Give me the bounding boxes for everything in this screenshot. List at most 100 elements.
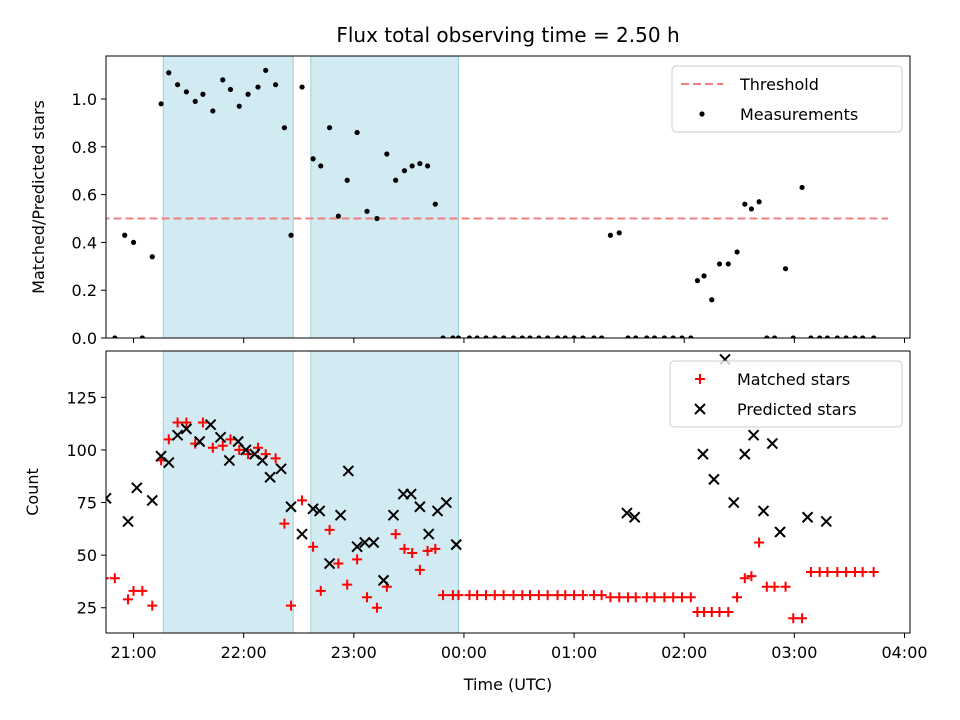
measurement-point	[483, 335, 489, 338]
measurement-point	[112, 335, 118, 338]
predicted-point	[621, 507, 633, 519]
matched-point	[560, 590, 571, 601]
predicted-point	[334, 509, 347, 521]
series-layer	[106, 67, 888, 338]
measurement-point	[716, 261, 723, 267]
x-tick-label: 04:00	[881, 643, 927, 662]
measurement-point	[192, 98, 198, 105]
axes-frame	[105, 350, 911, 634]
measurement-point	[701, 273, 707, 279]
observing-window-1	[162, 55, 294, 339]
predicted-point	[122, 515, 134, 528]
measurement-point	[227, 86, 234, 93]
measurement-point	[580, 335, 586, 338]
predicted-point	[820, 515, 833, 528]
predicted-point	[323, 557, 336, 570]
measurement-point	[310, 156, 316, 162]
matched-point	[217, 440, 228, 451]
matched-point	[857, 566, 868, 577]
matched-point	[109, 573, 120, 584]
measurement-point	[536, 335, 542, 338]
measurement-point	[852, 335, 858, 338]
y-tick-label: 125	[66, 388, 97, 407]
measurement-point	[742, 201, 748, 207]
matched-point	[677, 592, 688, 603]
measurement-point	[255, 84, 261, 90]
matched-point	[308, 541, 319, 552]
measurement-point	[393, 177, 399, 183]
predicted-point	[405, 488, 417, 500]
matched-point	[414, 564, 425, 575]
predicted-point	[431, 505, 444, 517]
chart-title: Flux total observing time = 2.50 h	[336, 23, 679, 47]
measurement-point	[651, 335, 658, 338]
matched-point	[352, 554, 363, 565]
measurement-point	[450, 335, 456, 338]
y-tick-label: 100	[66, 441, 97, 460]
matched-point	[868, 566, 879, 577]
measurement-point	[782, 266, 789, 272]
matched-point	[106, 577, 109, 580]
measurement-point	[432, 201, 438, 207]
measurement-point	[263, 67, 269, 73]
measurement-point	[661, 335, 667, 338]
matched-point	[438, 590, 449, 601]
predicted-point	[728, 496, 740, 509]
x-tick-label: 23:00	[331, 643, 377, 662]
predicted-point	[256, 454, 269, 467]
predicted-point	[106, 492, 112, 505]
matched-point	[390, 529, 401, 540]
measurement-point	[344, 177, 350, 183]
matched-point	[596, 590, 607, 601]
legend-label: Threshold	[739, 75, 819, 94]
measurement-point	[799, 184, 805, 191]
measurement-point	[764, 335, 770, 338]
y-tick-label: 50	[77, 546, 97, 565]
measurement-point	[281, 125, 288, 131]
y-tick-label: 0.0	[72, 329, 97, 348]
measurement-point	[354, 129, 360, 136]
matched-point	[270, 453, 281, 464]
matched-point	[841, 566, 852, 577]
y-tick-label: 0.2	[72, 281, 97, 300]
measurement-point	[174, 82, 181, 88]
predicted-point	[146, 494, 158, 507]
legend-box	[669, 360, 903, 428]
matched-point	[422, 545, 433, 556]
predicted-point	[422, 528, 435, 540]
predicted-point	[774, 526, 786, 538]
measurement-point	[817, 335, 823, 338]
matched-point	[147, 600, 158, 611]
matched-point	[489, 590, 500, 601]
y-tick-label: 0.6	[72, 186, 97, 205]
measurement-point	[364, 208, 370, 214]
legend-box	[671, 65, 903, 133]
measurement-point	[139, 335, 145, 338]
x-axis-label: Time (UTC)	[463, 675, 552, 694]
matched-point	[577, 590, 588, 601]
measurement-point	[871, 335, 877, 338]
measurement-point	[130, 239, 137, 246]
measurement-point	[679, 335, 685, 338]
measurement-point	[273, 82, 279, 88]
matched-point	[137, 585, 148, 596]
predicted-point	[275, 463, 287, 475]
predicted-point	[628, 511, 641, 523]
y-tick-label: 0.4	[72, 233, 97, 252]
matched-point	[297, 495, 308, 506]
measurement-point	[591, 335, 597, 338]
measurement-point	[425, 163, 431, 169]
measurement-point	[843, 335, 849, 338]
measurement-point	[748, 206, 755, 212]
predicted-point	[450, 538, 462, 551]
matched-point	[569, 590, 580, 601]
matched-point	[533, 590, 544, 601]
legend-label: Measurements	[740, 105, 858, 124]
measurement-point	[236, 103, 242, 109]
measurement-point	[554, 335, 561, 338]
matched-point	[630, 592, 641, 603]
matched-point	[685, 592, 696, 603]
matched-point	[797, 613, 808, 624]
measurement-point	[409, 163, 415, 169]
legend: Matched stars Predicted stars	[669, 360, 903, 428]
